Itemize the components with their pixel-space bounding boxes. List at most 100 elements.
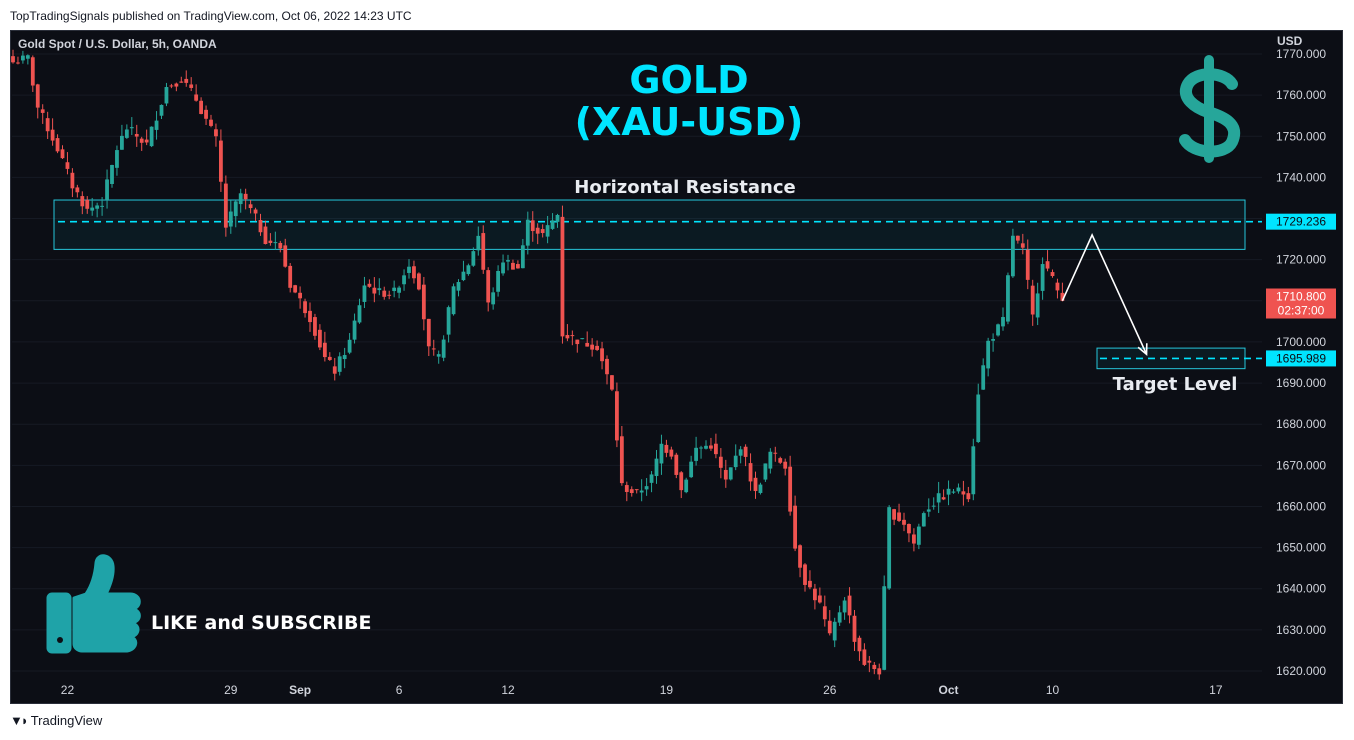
candle-body [80,196,85,207]
y-tick-label: 1720.000 [1276,253,1326,267]
candle-body [842,600,847,613]
y-tick-label: 1640.000 [1276,582,1326,596]
candle-body [431,348,436,350]
candle-body [303,301,307,314]
candle-body [907,524,911,534]
currency-label: USD [1277,34,1303,48]
candle-body [912,534,916,544]
candle-body [45,118,50,132]
y-tick-label: 1670.000 [1276,458,1326,472]
x-tick-label: 22 [61,683,75,697]
candle-body [580,338,585,340]
candle-body [362,285,367,302]
svg-text:02:37:00: 02:37:00 [1278,304,1325,318]
candle-body [931,505,936,507]
candle-body [768,451,773,469]
candle-body [471,251,476,266]
y-tick-label: 1650.000 [1276,541,1326,555]
candle-body [159,104,164,116]
candle-body [357,305,362,323]
resistance-zone[interactable] [53,199,1246,250]
candle-body [451,286,456,315]
candle-body [233,201,238,217]
candle-body [555,214,560,222]
x-tick-label: Oct [939,683,959,697]
candle-body [456,282,461,291]
y-tick-label: 1680.000 [1276,417,1326,431]
candle-body [540,229,545,234]
candle-body [70,172,75,189]
y-tick-label: 1770.000 [1276,47,1326,61]
candle-body [11,56,15,63]
candle-body [619,436,624,484]
candle-body [813,588,817,601]
chart-frame [10,30,1343,704]
y-tick-label: 1700.000 [1276,335,1326,349]
candle-body [1055,282,1060,291]
candle-body [273,242,278,244]
candle-body [986,340,991,369]
candle-body [560,216,565,337]
x-tick-label: 6 [396,683,403,697]
candle-body [407,266,411,273]
projection-path[interactable] [1061,233,1148,355]
target-price-tag: 1695.989 [1266,350,1336,367]
candle-body [65,162,70,169]
candle-body [976,394,981,443]
candle-body [892,509,896,520]
candle-body [139,138,144,143]
title-line-1: GOLD [629,58,748,102]
candle-body [936,493,941,503]
candle-body [600,348,604,362]
y-tick-label: 1750.000 [1276,129,1326,143]
svg-text:1695.989: 1695.989 [1276,351,1326,365]
candle-body [377,288,382,291]
candle-body [872,664,877,670]
candle-body [827,620,832,634]
candle-body [55,138,60,152]
candle-body [372,287,377,294]
tradingview-logo[interactable]: ▼◗ TradingView [10,713,102,728]
candle-body [402,275,406,285]
candle-body [1025,249,1030,280]
candle-body [476,235,481,251]
candle-body [862,649,867,665]
candle-body [634,489,639,491]
candle-body [214,129,218,137]
candle-body [624,485,629,492]
x-tick-label: 26 [823,683,837,697]
candle-body [916,526,921,545]
candle-body [392,287,397,292]
candle-body [709,445,713,449]
svg-text:1729.236: 1729.236 [1276,215,1326,229]
candle-body [610,375,614,390]
candle-body [184,78,189,83]
candle-body [298,292,302,299]
candle-body [461,271,466,281]
candle-body [115,150,119,168]
candle-body [585,342,590,347]
y-tick-label: 1620.000 [1276,664,1326,678]
candle-body [179,81,184,83]
candle-body [803,564,807,585]
x-tick-label: 19 [660,683,674,697]
resistance-label: Horizontal Resistance [574,177,795,198]
candle-body [817,595,822,603]
candle-body [971,446,976,495]
candle-body [228,211,233,227]
candle-body [778,458,783,463]
candle-body [327,356,332,360]
candle-body [149,126,154,147]
candle-body [590,344,595,350]
svg-text:1710.800: 1710.800 [1276,290,1326,304]
candle-body [1011,235,1015,277]
candle-body [763,463,768,480]
candle-body [743,446,748,457]
candle-body [129,127,134,129]
candle-body [783,461,788,469]
candle-body [1035,293,1040,318]
candle-body [110,164,114,184]
candle-body [253,209,258,214]
candle-body [481,233,486,270]
